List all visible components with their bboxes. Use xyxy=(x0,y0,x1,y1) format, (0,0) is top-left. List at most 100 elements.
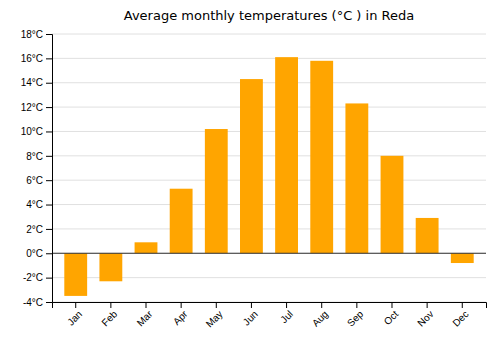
y-tick-mark xyxy=(46,253,52,254)
bar xyxy=(205,129,228,253)
x-tick-mark xyxy=(146,302,147,308)
grid-line xyxy=(52,155,486,156)
x-tick: Oct xyxy=(382,302,401,327)
bar xyxy=(345,103,368,253)
grid-line xyxy=(52,253,486,254)
x-tick-mark xyxy=(391,302,392,308)
bars xyxy=(64,57,473,296)
x-tick-label: Mar xyxy=(135,308,155,328)
y-tick-label: 8°C xyxy=(26,151,43,162)
bar xyxy=(451,253,474,263)
x-tick-label: Jun xyxy=(241,308,260,327)
y-tick: -4°C xyxy=(23,297,52,308)
y-tick: 16°C xyxy=(21,53,52,64)
bar xyxy=(275,57,298,253)
x-tick: May xyxy=(204,302,225,330)
x-tick-label: Jan xyxy=(65,308,84,327)
grid-line xyxy=(52,131,486,132)
x-tick-mark xyxy=(286,302,287,308)
y-tick-mark xyxy=(46,302,52,303)
x-tick-mark xyxy=(251,302,252,308)
y-tick-mark xyxy=(46,34,52,35)
bar xyxy=(170,189,193,254)
zero-line xyxy=(52,253,486,254)
x-tick: Nov xyxy=(415,302,435,329)
x-tick-label: May xyxy=(204,308,225,329)
y-tick-label: -4°C xyxy=(23,297,43,308)
grid-line xyxy=(52,58,486,59)
x-tick: Apr xyxy=(171,302,190,327)
x-tick: Mar xyxy=(135,302,155,328)
y-tick: 4°C xyxy=(26,199,52,210)
y-axis-line xyxy=(46,35,53,303)
y-tick-label: 10°C xyxy=(21,126,43,137)
grid-line xyxy=(52,180,486,181)
bar xyxy=(381,156,404,253)
title: Average monthly temperatures (°C ) in Re… xyxy=(124,8,414,23)
y-tick-mark xyxy=(46,278,52,279)
x-tick-label: Oct xyxy=(382,308,401,327)
x-tick-mark xyxy=(321,302,322,308)
y-tick-label: 4°C xyxy=(26,199,43,210)
x-tick-label: Apr xyxy=(171,308,190,327)
grid-line xyxy=(52,107,486,108)
y-tick-mark xyxy=(46,156,52,157)
x-axis-line xyxy=(53,303,487,309)
x-tick-label: Nov xyxy=(415,308,435,328)
y-tick: 14°C xyxy=(21,77,52,88)
y-tick: 10°C xyxy=(21,126,52,137)
x-tick-mark xyxy=(462,302,463,308)
y-tick: 2°C xyxy=(26,224,52,235)
x-tick-mark xyxy=(216,302,217,308)
y-tick-mark xyxy=(46,131,52,132)
chart: -4°C -2°C 0°C 2°C 4°C 6°C 8°C 10°C 12°C 14°C 16°C 1… xyxy=(0,0,500,350)
y-tick: 0°C xyxy=(26,248,52,259)
grid xyxy=(52,34,486,302)
y-tick: 8°C xyxy=(26,151,52,162)
bar xyxy=(135,242,158,253)
y-tick: -2°C xyxy=(23,272,52,283)
x-tick-label: Jul xyxy=(278,308,295,325)
plot-area: -4°C -2°C 0°C 2°C 4°C 6°C 8°C 10°C 12°C 14°C 16°C 1… xyxy=(21,29,487,330)
x-tick: Dec xyxy=(450,302,470,329)
y-tick-label: 18°C xyxy=(21,29,43,40)
bar xyxy=(240,79,263,253)
grid-line xyxy=(52,82,486,83)
y-tick-label: -2°C xyxy=(23,272,43,283)
x-axis: Jan Feb Mar Apr May Jun Jul Aug Sep Oct Nov Dec xyxy=(53,302,487,330)
y-tick-label: 6°C xyxy=(26,175,43,186)
bar xyxy=(64,253,87,296)
y-tick-mark xyxy=(46,229,52,230)
y-tick-label: 16°C xyxy=(21,53,43,64)
x-tick: Sep xyxy=(345,302,366,329)
y-tick-label: 14°C xyxy=(21,77,43,88)
bar xyxy=(99,253,122,281)
y-tick-mark xyxy=(46,107,52,108)
y-tick: 6°C xyxy=(26,175,52,186)
x-tick: Jul xyxy=(278,302,295,325)
x-tick-mark xyxy=(75,302,76,308)
x-tick-label: Feb xyxy=(99,308,119,328)
grid-line xyxy=(52,34,486,35)
x-tick-label: Sep xyxy=(345,308,366,329)
y-tick-label: 12°C xyxy=(21,102,43,113)
y-tick-mark xyxy=(46,58,52,59)
y-tick-mark xyxy=(46,83,52,84)
y-tick-label: 2°C xyxy=(26,224,43,235)
bar xyxy=(416,218,439,253)
y-tick: 18°C xyxy=(21,29,52,40)
x-tick: Jan xyxy=(65,302,84,328)
x-tick: Aug xyxy=(310,302,330,329)
x-tick: Feb xyxy=(99,302,119,328)
y-tick: 12°C xyxy=(21,102,52,113)
x-tick-mark xyxy=(356,302,357,308)
x-tick-label: Aug xyxy=(310,308,330,328)
bar xyxy=(310,61,333,253)
y-tick-mark xyxy=(46,180,52,181)
x-tick-mark xyxy=(181,302,182,308)
grid-line xyxy=(52,204,486,205)
y-axis: -4°C -2°C 0°C 2°C 4°C 6°C 8°C 10°C 12°C 14°C 16°C 1… xyxy=(21,29,53,308)
x-tick-mark xyxy=(110,302,111,308)
x-tick-mark xyxy=(427,302,428,308)
y-tick-mark xyxy=(46,205,52,206)
